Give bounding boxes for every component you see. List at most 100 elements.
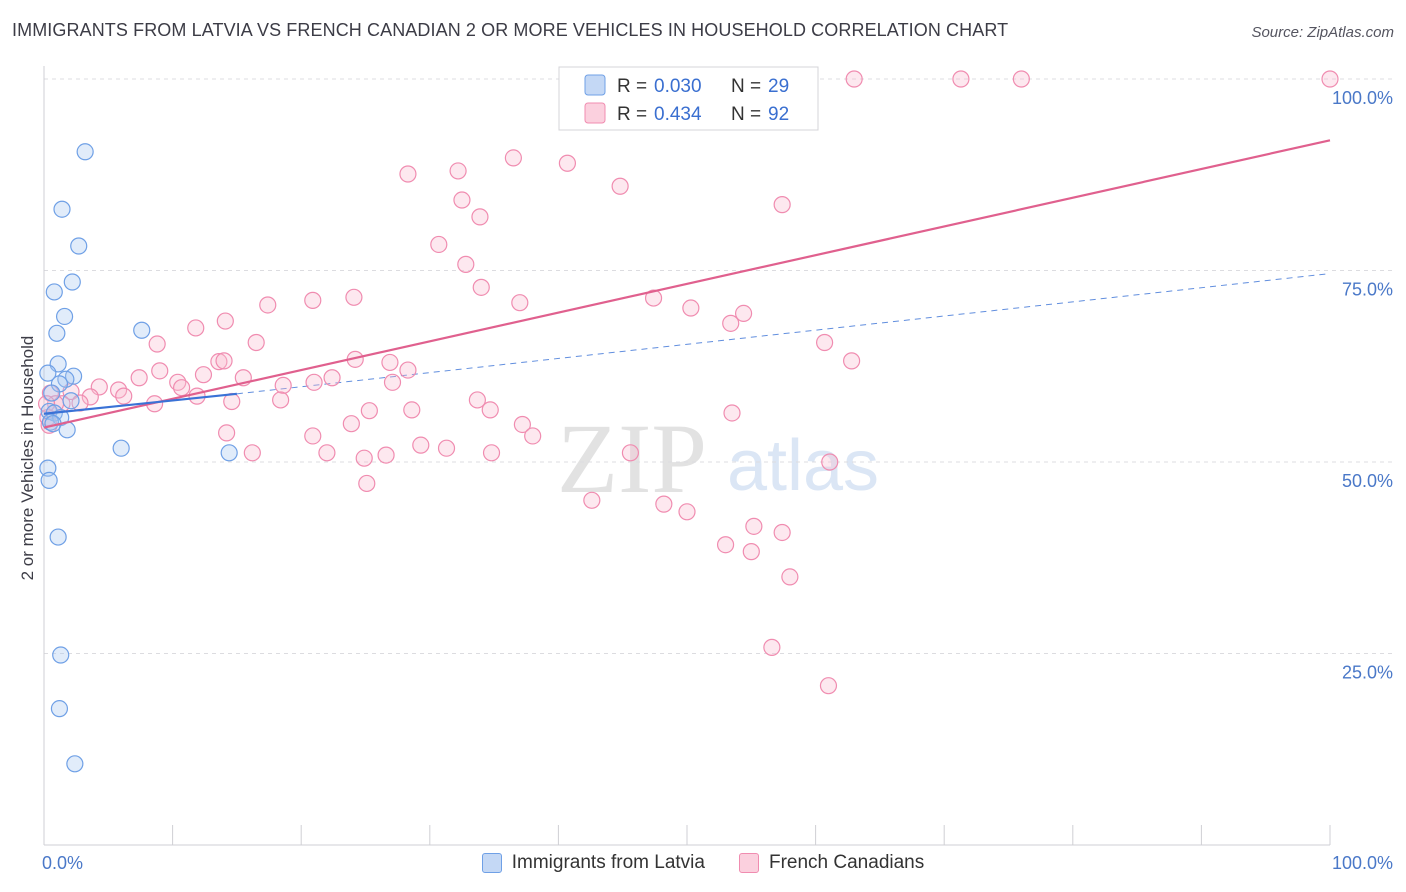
point-french-canadians — [678, 503, 696, 521]
point-french-canadians — [682, 299, 700, 317]
point-french-canadians — [437, 439, 456, 457]
point-french-canadians — [821, 453, 839, 471]
point-french-canadians — [558, 154, 577, 172]
point-latvia — [112, 439, 130, 457]
point-french-canadians — [358, 474, 376, 493]
watermark-atlas: atlas — [727, 426, 879, 506]
point-french-canadians — [734, 304, 753, 322]
point-french-canadians — [188, 387, 206, 405]
point-french-canadians — [355, 449, 373, 467]
point-latvia — [40, 471, 58, 489]
point-latvia — [55, 307, 74, 326]
point-french-canadians — [377, 446, 395, 464]
point-latvia — [76, 143, 94, 161]
point-latvia — [45, 283, 63, 301]
legend-label-french: French Canadians — [768, 852, 925, 873]
legend-item-french: French Canadians — [738, 852, 925, 874]
legend-r-label: R = — [617, 104, 647, 125]
point-french-canadians — [243, 444, 261, 462]
x-tick-label: 100.0% — [1332, 853, 1393, 873]
trend-line-french — [43, 139, 1331, 429]
point-french-canadians — [218, 424, 236, 442]
point-french-canadians — [360, 402, 378, 420]
point-latvia — [52, 646, 70, 664]
bottom-legend: Immigrants from Latvia French Canadians — [0, 852, 1406, 874]
point-french-canadians — [215, 352, 233, 370]
point-french-canadians — [412, 436, 430, 454]
point-latvia — [70, 237, 88, 255]
point-french-canadians — [383, 373, 402, 391]
point-french-canadians — [194, 366, 213, 384]
y-tick-label: 25.0% — [1342, 663, 1393, 683]
point-french-canadians — [773, 196, 791, 214]
point-french-canadians — [524, 427, 542, 445]
point-french-canadians — [763, 638, 781, 656]
point-latvia — [49, 528, 67, 546]
point-french-canadians — [399, 361, 417, 379]
point-french-canadians — [449, 162, 467, 180]
legend-label-latvia: Immigrants from Latvia — [511, 852, 705, 873]
x-tick-label: 0.0% — [42, 853, 83, 873]
point-french-canadians — [472, 278, 490, 296]
point-french-canadians — [745, 517, 763, 535]
watermark-zip: ZIP — [557, 403, 707, 514]
legend-swatch-french — [584, 102, 606, 124]
point-french-canadians — [723, 404, 741, 422]
point-french-canadians — [457, 255, 475, 273]
point-latvia — [62, 392, 80, 410]
point-french-canadians — [403, 401, 421, 419]
point-french-canadians — [272, 391, 290, 409]
axes — [43, 66, 1331, 846]
point-french-canadians — [305, 373, 323, 391]
point-french-canadians — [583, 491, 601, 509]
point-french-canadians — [781, 568, 799, 586]
legend-n-value: 29 — [768, 76, 789, 97]
point-french-canadians — [342, 415, 360, 433]
point-latvia — [43, 384, 61, 402]
point-french-canadians — [504, 149, 522, 167]
point-french-canadians — [843, 352, 861, 370]
point-french-canadians — [148, 335, 166, 353]
point-french-canadians — [115, 387, 133, 405]
point-french-canadians — [952, 70, 970, 88]
point-latvia — [133, 321, 151, 339]
legend-r-value: 0.434 — [654, 104, 702, 125]
point-latvia — [220, 444, 238, 462]
chart-title: IMMIGRANTS FROM LATVIA VS FRENCH CANADIA… — [12, 20, 1009, 40]
point-french-canadians — [173, 379, 191, 397]
point-latvia — [39, 459, 57, 477]
point-french-canadians — [742, 543, 760, 561]
trend-line-latvia-dashed — [236, 273, 1331, 395]
point-french-canadians — [481, 401, 499, 419]
point-french-canadians — [511, 294, 529, 312]
point-french-canadians — [655, 495, 673, 513]
point-latvia — [66, 755, 84, 773]
point-french-canadians — [513, 415, 531, 434]
point-french-canadians — [274, 376, 292, 394]
point-latvia — [50, 700, 69, 718]
point-french-canadians — [453, 191, 471, 209]
point-french-canadians — [323, 369, 341, 387]
point-french-canadians — [716, 536, 735, 554]
x-tick-labels: 0.0% 100.0% — [42, 853, 1393, 873]
point-latvia — [39, 364, 57, 382]
legend-n-label: N = — [731, 76, 761, 97]
legend-r-label: R = — [617, 76, 647, 97]
point-latvia — [63, 273, 81, 291]
grid — [44, 78, 1395, 654]
y-axis-label: 2 or more Vehicles in Household — [18, 336, 37, 581]
point-french-canadians — [819, 677, 838, 695]
trend-lines — [236, 273, 1331, 395]
point-french-canadians — [1012, 70, 1030, 88]
point-french-canadians — [345, 288, 363, 306]
point-french-canadians — [471, 208, 489, 226]
y-tick-label: 50.0% — [1342, 471, 1393, 491]
point-french-canadians — [816, 333, 834, 352]
point-french-canadians — [247, 333, 265, 352]
y-tick-label: 75.0% — [1342, 280, 1393, 300]
point-latvia — [53, 200, 71, 218]
legend-n-value: 92 — [768, 104, 789, 125]
point-french-canadians — [304, 427, 322, 445]
point-french-canadians — [151, 362, 169, 380]
